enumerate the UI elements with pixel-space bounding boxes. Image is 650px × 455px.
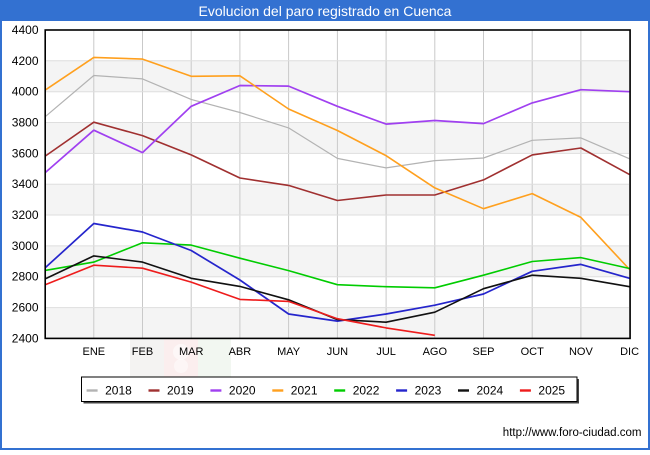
svg-text:ENE: ENE <box>82 346 105 358</box>
svg-text:2018: 2018 <box>105 384 132 398</box>
svg-text:2023: 2023 <box>415 384 442 398</box>
svg-text:2022: 2022 <box>353 384 380 398</box>
svg-text:MAR: MAR <box>179 346 204 358</box>
svg-text:SEP: SEP <box>472 346 494 358</box>
svg-text:JUL: JUL <box>376 346 396 358</box>
svg-text:JUN: JUN <box>327 346 348 358</box>
svg-text:2600: 2600 <box>12 301 39 315</box>
svg-text:ABR: ABR <box>229 346 252 358</box>
svg-text:FEB: FEB <box>132 346 153 358</box>
svg-text:http://www.foro-ciudad.com: http://www.foro-ciudad.com <box>503 427 642 439</box>
svg-text:DIC: DIC <box>620 346 639 358</box>
svg-text:NOV: NOV <box>569 346 594 358</box>
svg-text:AGO: AGO <box>423 346 448 358</box>
svg-text:3800: 3800 <box>12 116 39 130</box>
svg-text:2020: 2020 <box>229 384 256 398</box>
svg-text:2021: 2021 <box>291 384 318 398</box>
svg-text:2800: 2800 <box>12 270 39 284</box>
svg-text:OCT: OCT <box>521 346 545 358</box>
svg-text:2025: 2025 <box>538 384 565 398</box>
svg-text:2400: 2400 <box>12 331 39 345</box>
svg-text:4400: 4400 <box>12 23 39 37</box>
svg-text:3400: 3400 <box>12 177 39 191</box>
svg-text:4000: 4000 <box>12 85 39 99</box>
svg-text:3200: 3200 <box>12 208 39 222</box>
svg-text:Evolucion del paro registrado: Evolucion del paro registrado en Cuenca <box>199 3 452 19</box>
svg-text:4200: 4200 <box>12 54 39 68</box>
svg-text:2024: 2024 <box>477 384 504 398</box>
svg-text:3600: 3600 <box>12 146 39 160</box>
svg-text:2019: 2019 <box>167 384 194 398</box>
svg-text:MAY: MAY <box>277 346 301 358</box>
svg-text:3000: 3000 <box>12 239 39 253</box>
